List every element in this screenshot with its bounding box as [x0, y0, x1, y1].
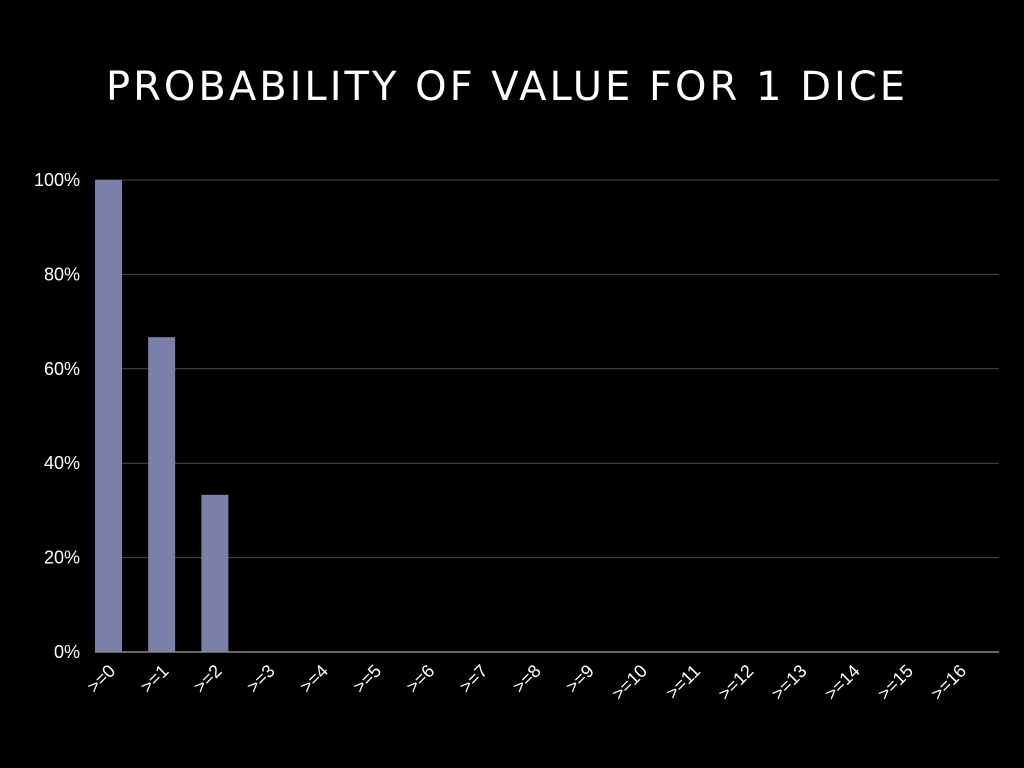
- y-tick-label: 20%: [44, 548, 80, 568]
- x-axis-tick-labels: >=0 >=1 >=2 >=3 >=4 >=5 >=6 >=7 >=8 >=9 >=10 >=11 >=…: [83, 661, 970, 704]
- bar-0: [95, 180, 122, 652]
- x-tick-label: >=14: [821, 661, 864, 704]
- x-tick-label: >=8: [509, 661, 545, 697]
- x-tick-label: >=1: [136, 661, 172, 697]
- x-tick-label: >=15: [874, 661, 917, 704]
- x-tick-label: >=4: [296, 661, 332, 697]
- y-tick-label: 60%: [44, 359, 80, 379]
- x-tick-label: >=16: [927, 661, 970, 704]
- x-tick-label: >=12: [714, 661, 757, 704]
- x-tick-label: >=5: [349, 661, 385, 697]
- x-tick-label: >=10: [608, 661, 651, 704]
- chart-title: PROBABILITY OF VALUE FOR 1 DICE: [105, 64, 908, 110]
- x-tick-label: >=6: [402, 661, 438, 697]
- x-tick-label: >=11: [662, 661, 704, 703]
- gridlines: [95, 179, 999, 559]
- y-tick-label: 80%: [44, 264, 80, 284]
- x-tick-label: >=3: [243, 661, 279, 697]
- x-tick-label: >=13: [767, 661, 810, 704]
- bar-2: [201, 494, 229, 652]
- y-tick-label: 40%: [44, 453, 80, 473]
- bar-1: [148, 337, 176, 652]
- x-tick-label: >=9: [562, 661, 598, 697]
- bars: [95, 180, 229, 652]
- y-tick-label: 0%: [54, 642, 80, 662]
- x-tick-label: >=0: [83, 661, 119, 697]
- y-tick-label: 100%: [34, 170, 80, 190]
- y-axis-tick-labels: 0% 20% 40% 60% 80% 100%: [34, 170, 80, 662]
- x-tick-label: >=7: [455, 661, 491, 697]
- x-tick-label: >=2: [190, 661, 226, 697]
